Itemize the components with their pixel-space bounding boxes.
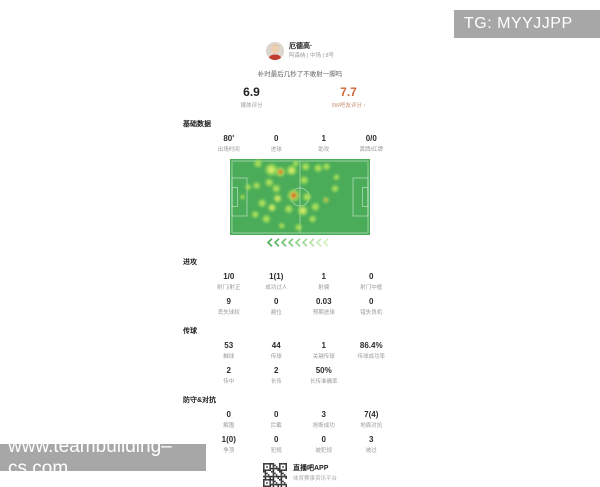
watermark-telegram: TG: MYYJJPP <box>454 10 600 38</box>
stat-cell: 0 射门中框 <box>360 272 383 291</box>
stat-row: 1/0 射门/射正 1(1) 成功过人 1 射偏 0 射门中框 <box>183 272 417 291</box>
stat-cell: 7(4) 地面对抗 <box>360 410 383 429</box>
section-title-defense: 防守&对抗 <box>183 397 217 404</box>
stat-cell: 0 错失良机 <box>360 297 383 316</box>
stat-cell: 1(0) 争顶 <box>221 435 236 454</box>
stat-row: 9 丢失球权 0 越位 0.03 预期进球 0 错失良机 <box>183 297 417 316</box>
stat-cell: 0 越位 <box>270 297 282 316</box>
stat-row: 53 触球 44 传球 1 关键传球 86.4% 传球成功率 <box>183 341 417 360</box>
stat-cell: 86.4% 传球成功率 <box>357 341 385 360</box>
direction-chevrons-icon <box>266 238 329 247</box>
stat-cell: 3 抢断成功 <box>312 410 335 429</box>
stat-cell: 1(1) 成功过人 <box>265 272 288 291</box>
section-passing: 传球 53 触球 44 传球 1 关键传球 86.4% 传球成功率 2 传中 2 长传 50% 长传准确率 <box>183 326 417 385</box>
stat-cell: 50% 长传准确率 <box>309 366 338 385</box>
app-promo-footer: 直播吧APP 体育赛事资讯平台 <box>183 463 417 487</box>
stat-cell: 2 传中 <box>223 366 235 385</box>
watermark-telegram-text: TG: MYYJJPP <box>464 15 573 32</box>
ratings-row: 6.9 媒体评分 7.7 5W吧友评分 › <box>183 85 417 109</box>
app-name: 直播吧APP <box>292 465 329 472</box>
watermark-website-text: www.teambuilding–cs.com <box>8 435 172 479</box>
section-attack: 进攻 1/0 射门/射正 1(1) 成功过人 1 射偏 0 射门中框 9 丢失球权 0 越位 0.03 预… <box>183 257 417 316</box>
stat-cell: 0.03 预期进球 <box>312 297 335 316</box>
media-rating: 6.9 媒体评分 <box>203 85 300 109</box>
stat-row: 1(0) 争顶 0 犯规 0 被犯规 3 被过 <box>183 435 417 454</box>
player-name: 厄德高· <box>288 43 313 51</box>
stat-cell: 53 触球 <box>223 341 235 360</box>
section-defense: 防守&对抗 0 解围 0 拦截 3 抢断成功 7(4) 地面对抗 1(0) 争顶 0 犯规 0 被犯规 3 被… <box>183 395 417 454</box>
fan-rating[interactable]: 7.7 5W吧友评分 › <box>300 85 397 109</box>
player-header: 厄德高· 阿森纳 | 中场 | 8号 <box>183 42 417 60</box>
stat-cell: 0 拦截 <box>270 410 282 429</box>
watermark-website: www.teambuilding–cs.com <box>0 436 206 479</box>
attack-direction-indicator <box>183 238 417 247</box>
section-basic: 基础数据 80' 出场时间 0 进球 1 助攻 0/0 黄牌/红牌 <box>183 119 417 153</box>
player-meta: 阿森纳 | 中场 | 8号 <box>288 52 335 59</box>
section-title-attack: 进攻 <box>183 259 197 266</box>
stat-cell: 0 解围 <box>223 410 235 429</box>
fan-rating-value: 7.7 <box>340 85 357 99</box>
media-rating-value: 6.9 <box>243 85 260 99</box>
stat-cell: 0 进球 <box>270 134 282 153</box>
pitch-svg <box>230 159 370 235</box>
fan-comment: 补时最后几秒了不敢射一脚吗 <box>257 71 343 78</box>
stat-cell: 3 被过 <box>365 435 377 454</box>
app-tagline: 体育赛事资讯平台 <box>292 475 337 482</box>
stat-cell: 0 被犯规 <box>315 435 332 454</box>
section-title-basic: 基础数据 <box>183 121 211 128</box>
stat-cell: 9 丢失球权 <box>217 297 240 316</box>
stat-cell: 1 射偏 <box>318 272 330 291</box>
stat-cell: 0 犯规 <box>270 435 282 454</box>
pitch-lines <box>231 160 369 234</box>
stat-cell: 0/0 黄牌/红牌 <box>359 134 384 153</box>
player-avatar <box>265 42 284 60</box>
stat-cell: 1/0 射门/射正 <box>216 272 241 291</box>
player-avatar-image <box>265 42 284 60</box>
stat-cell: 44 传球 <box>270 341 282 360</box>
heatmap-pitch <box>183 159 417 235</box>
stat-cell: 2 长传 <box>270 366 282 385</box>
fan-rating-label[interactable]: 5W吧友评分 › <box>331 103 366 109</box>
media-rating-label: 媒体评分 <box>240 103 263 109</box>
stat-row: 0 解围 0 拦截 3 抢断成功 7(4) 地面对抗 <box>183 410 417 429</box>
stat-row: 2 传中 2 长传 50% 长传准确率 <box>183 366 417 385</box>
qr-code <box>262 463 287 487</box>
section-title-passing: 传球 <box>183 328 197 335</box>
stat-row: 80' 出场时间 0 进球 1 助攻 0/0 黄牌/红牌 <box>183 134 417 153</box>
player-stats-card: 厄德高· 阿森纳 | 中场 | 8号 补时最后几秒了不敢射一脚吗 6.9 媒体评… <box>183 42 417 487</box>
heatmap-blobs <box>240 159 340 231</box>
stat-cell: 80' 出场时间 <box>217 134 240 153</box>
stat-cell: 1 关键传球 <box>312 341 335 360</box>
stat-cell: 1 助攻 <box>318 134 330 153</box>
